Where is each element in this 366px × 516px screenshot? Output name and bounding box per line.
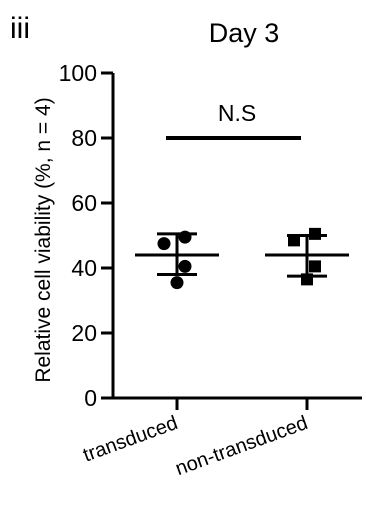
significance-label: N.S (218, 100, 256, 126)
y-tick-label: 0 (84, 385, 97, 411)
y-axis: 0 20 40 60 80 100 (59, 60, 115, 411)
y-tick-label: 80 (71, 125, 97, 151)
data-point-square (301, 273, 313, 286)
data-point-circle (178, 259, 192, 273)
y-tick-label: 60 (71, 190, 97, 216)
data-point-square (288, 234, 300, 247)
y-tick-label: 40 (71, 255, 97, 281)
y-tick-label: 20 (71, 320, 97, 346)
x-tick-label: non-transduced (173, 412, 311, 480)
data-point-square (309, 227, 321, 240)
data-point-circle (157, 237, 171, 251)
data-point-circle (178, 230, 192, 244)
data-point-circle (170, 276, 184, 290)
x-tick-label: transduced (80, 412, 181, 467)
y-axis-label: Relative cell viability (%, n = 4) (32, 97, 55, 382)
chart-title: Day 3 (209, 18, 280, 48)
annotations: N.S (166, 100, 301, 140)
data-marks (135, 227, 349, 290)
data-point-square (309, 260, 321, 273)
y-tick-label: 100 (59, 60, 97, 86)
panel-label: iii (10, 12, 30, 45)
